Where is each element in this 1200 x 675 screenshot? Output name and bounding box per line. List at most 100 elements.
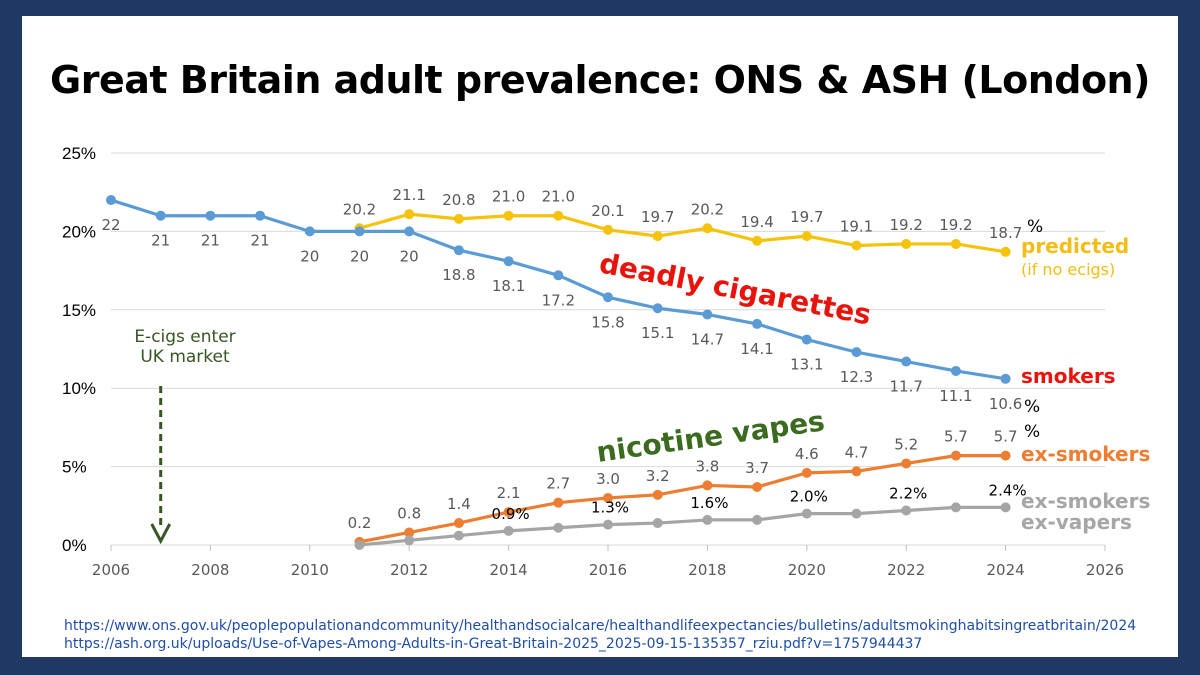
data-point-predicted [851, 240, 862, 251]
data-label-smokers: 21 [201, 232, 220, 250]
data-label-ex-vapers: 1.3% [591, 499, 629, 517]
data-point-ex_vapers [901, 505, 912, 516]
data-point-ex_smokers [901, 458, 912, 469]
data-label-smokers: 15.1 [641, 324, 674, 342]
data-point-ex_vapers [851, 508, 862, 519]
data-point-smokers [404, 226, 415, 237]
data-label-ex-smokers: 5.7 [994, 428, 1018, 446]
x-tick-label: 2016 [589, 561, 627, 579]
data-point-smokers [901, 356, 912, 367]
data-label-smokers: 20 [400, 247, 419, 265]
y-tick-label: 5% [62, 458, 87, 477]
data-point-ex_smokers [752, 481, 763, 492]
x-tick-label: 2020 [788, 561, 826, 579]
data-label-predicted: 19.7 [641, 208, 674, 226]
data-point-smokers [752, 318, 763, 329]
data-label-ex-smokers: 3.7 [745, 459, 769, 477]
data-label-predicted: 20.8 [442, 191, 475, 209]
data-point-ex_vapers [553, 522, 564, 533]
data-point-ex_smokers [404, 527, 415, 538]
data-point-predicted [901, 238, 912, 249]
ecigs-arrow [150, 386, 172, 545]
y-tick-label: 15% [62, 301, 96, 320]
data-label-ex-vapers: 1.6% [690, 494, 728, 512]
data-point-ex_vapers [1000, 502, 1011, 513]
x-tick-label: 2012 [390, 561, 428, 579]
data-point-smokers [255, 210, 266, 221]
slide-background [22, 16, 1178, 657]
data-label-predicted: 20.1 [591, 202, 624, 220]
series-points [106, 195, 1011, 550]
data-point-smokers [453, 245, 464, 256]
data-label-smokers: 14.7 [691, 331, 724, 349]
data-label-ex-smokers: 0.8 [397, 504, 421, 522]
ecigs-arrow-head [150, 523, 172, 545]
data-label-smokers: 11.1 [939, 387, 972, 405]
data-label-predicted: 21.0 [492, 188, 525, 206]
y-tick-label: 20% [62, 222, 96, 241]
source-link-ash[interactable]: https://ash.org.uk/uploads/Use-of-Vapes-… [64, 636, 923, 652]
data-label-smokers: 21 [151, 232, 170, 250]
data-label-smokers: 20 [350, 247, 369, 265]
data-label-smokers: 21 [251, 232, 270, 250]
data-point-smokers [106, 195, 116, 206]
x-tick-label: 2022 [887, 561, 925, 579]
data-point-predicted [702, 223, 713, 234]
data-label-smokers: 18.8 [442, 266, 475, 284]
series-line-predicted [359, 212, 1006, 254]
source-link-ons[interactable]: https://www.ons.gov.uk/peoplepopulationa… [64, 618, 1137, 634]
pct-mark-ex-smokers: % [1024, 422, 1040, 442]
data-label-ex-smokers: 4.6 [795, 445, 819, 463]
axes: 0% 5% 10% 15% 20% 25% 2006 2008 2010 2012 2014 2016… [62, 144, 1124, 579]
x-tick-label: 2014 [490, 561, 528, 579]
legend-predicted: predicted [1021, 234, 1129, 258]
data-label-smokers: 15.8 [591, 313, 624, 331]
series-line-ex_vapers [359, 505, 1006, 547]
data-label-ex-smokers: 2.7 [546, 475, 570, 493]
data-point-ex_smokers [851, 466, 862, 477]
x-tick-label: 2024 [987, 561, 1025, 579]
data-point-smokers [801, 334, 812, 345]
data-label-smokers: 10.6 [989, 395, 1022, 413]
data-point-smokers [354, 226, 365, 237]
data-label-predicted: 20.2 [343, 200, 376, 218]
data-label-ex-smokers: 3.8 [695, 457, 719, 475]
x-tick-label: 2026 [1086, 561, 1124, 579]
data-point-ex_vapers [950, 502, 961, 513]
data-point-ex_vapers [752, 514, 763, 525]
data-point-smokers [503, 256, 514, 267]
data-point-ex_vapers [702, 514, 713, 525]
annotation-ecigs-line2: UK market [140, 347, 230, 367]
data-label-predicted: 19.7 [790, 208, 823, 226]
data-label-ex-vapers: 2.4% [989, 481, 1027, 499]
data-point-ex_smokers [801, 467, 812, 478]
data-point-ex_vapers [652, 518, 663, 529]
data-point-predicted [553, 210, 564, 221]
data-point-predicted [503, 210, 514, 221]
legend-smokers: smokers [1021, 364, 1116, 388]
data-label-ex-vapers: 2.2% [889, 485, 927, 503]
data-point-smokers [553, 270, 564, 281]
chart-title: Great Britain adult prevalence: ONS & AS… [50, 58, 1150, 102]
data-label-predicted: 21.0 [542, 188, 575, 206]
data-point-smokers [603, 292, 613, 303]
legend-ex-vapers-line2: ex-vapers [1021, 510, 1132, 534]
data-point-predicted [453, 213, 464, 224]
data-point-ex_vapers [503, 525, 514, 536]
data-point-ex_vapers [404, 535, 415, 546]
data-point-ex_smokers [603, 492, 613, 503]
data-point-predicted [603, 224, 613, 235]
y-tick-label: 0% [62, 536, 87, 555]
data-point-predicted [801, 231, 812, 242]
data-label-predicted: 19.4 [740, 213, 773, 231]
data-labels: 20.2 21.1 20.8 21.0 21.0 20.1 19.7 20.2 19.4 19.7… [101, 186, 1026, 532]
data-point-ex_smokers [950, 450, 961, 461]
x-tick-label: 2006 [92, 561, 130, 579]
data-point-smokers [205, 210, 216, 221]
data-point-smokers [851, 347, 862, 358]
data-point-predicted [950, 238, 961, 249]
data-label-predicted: 18.7 [989, 224, 1022, 242]
data-point-smokers [702, 309, 713, 320]
x-tick-label: 2010 [291, 561, 329, 579]
